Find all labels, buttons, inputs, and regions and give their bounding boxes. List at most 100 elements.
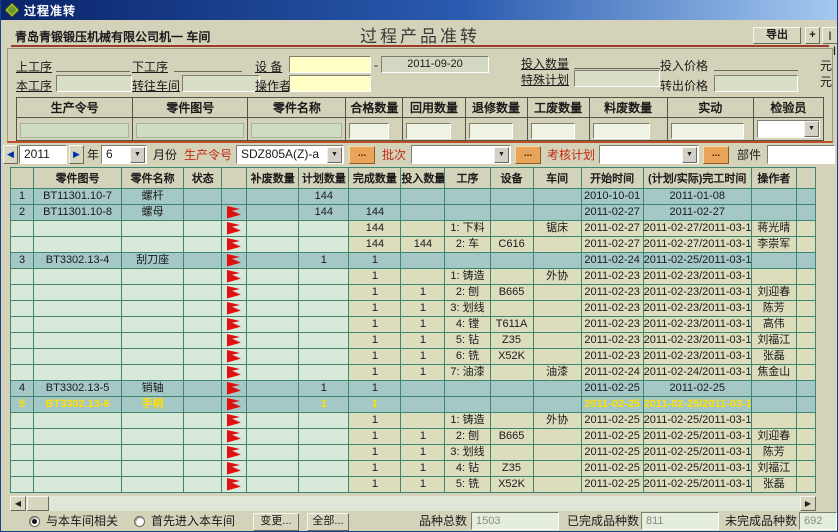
equipment-cell[interactable] xyxy=(489,412,534,429)
operator-cell[interactable]: 蒋光晴 xyxy=(750,220,797,237)
done-qty-cell[interactable] xyxy=(348,188,402,205)
table-row[interactable]: 1 1 3: 划线 2011-02-25 2011-02-25/2011-03-16 陈芳 xyxy=(9,444,817,461)
start-time-cell[interactable]: 2011-02-24 xyxy=(580,252,644,269)
workshop-cell[interactable]: 油漆 xyxy=(532,364,582,381)
workshop-cell[interactable] xyxy=(532,188,582,205)
done-qty-cell[interactable]: 1 xyxy=(348,300,402,317)
plan-qty-cell[interactable] xyxy=(298,316,350,333)
flag-cell[interactable] xyxy=(221,236,248,253)
row-num[interactable] xyxy=(9,300,35,317)
start-time-cell[interactable]: 2011-02-25 xyxy=(580,428,644,445)
done-qty-cell[interactable]: 1 xyxy=(348,460,402,477)
operator-cell[interactable] xyxy=(750,204,797,221)
part-name-cell[interactable]: 螺母 xyxy=(121,204,185,221)
part-name-cell[interactable] xyxy=(121,284,185,301)
equipment-cell[interactable] xyxy=(489,188,534,205)
makeup-qty-cell[interactable] xyxy=(246,396,300,413)
operator-cell[interactable]: 刘迎春 xyxy=(750,428,797,445)
flag-cell[interactable] xyxy=(221,396,248,413)
extra-cell[interactable] xyxy=(795,444,817,461)
finish-time-cell[interactable]: 2011-02-23/2011-03-16 xyxy=(642,316,752,333)
input-qty-cell[interactable]: 1 xyxy=(400,316,446,333)
status-cell[interactable] xyxy=(183,332,223,349)
finish-time-cell[interactable]: 2011-02-23/2011-03-16 xyxy=(642,284,752,301)
makeup-qty-cell[interactable] xyxy=(246,268,300,285)
equipment-cell[interactable]: Z35 xyxy=(489,460,534,477)
flag-cell[interactable] xyxy=(221,268,248,285)
operator-cell[interactable]: 高伟 xyxy=(750,316,797,333)
flag-cell[interactable] xyxy=(221,460,248,477)
finish-time-cell[interactable]: 2011-02-23/2011-03-16 xyxy=(642,348,752,365)
extra-cell[interactable] xyxy=(795,428,817,445)
table-row[interactable]: 1 1 5: 钻 Z35 2011-02-23 2011-02-23/2011-03-16… xyxy=(9,332,817,349)
table-row[interactable]: 1 1 6: 铣 X52K 2011-02-23 2011-02-23/2011-03-1… xyxy=(9,348,817,365)
part-no-cell[interactable] xyxy=(33,236,123,253)
part-no-cell[interactable]: BT11301.10-8 xyxy=(33,204,123,221)
scrollbar-thumb[interactable] xyxy=(27,496,49,511)
table-row[interactable]: 1 1: 铸造 外协 2011-02-23 2011-02-23/2011-03-15 xyxy=(9,268,817,285)
part-name-cell[interactable] xyxy=(121,316,185,333)
flag-cell[interactable] xyxy=(221,428,248,445)
operator-cell[interactable] xyxy=(750,188,797,205)
order-combo[interactable]: SDZ805A(Z)-a ▼ xyxy=(236,145,344,164)
status-cell[interactable] xyxy=(183,316,223,333)
part-name-cell[interactable]: 手柄 xyxy=(121,396,185,413)
operator-cell[interactable] xyxy=(750,412,797,429)
expand-button[interactable]: + xyxy=(805,27,820,44)
workshop-cell[interactable] xyxy=(532,380,582,397)
material-scrap-qty-input[interactable] xyxy=(592,122,650,139)
part-no-cell[interactable] xyxy=(33,460,123,477)
plan-qty-cell[interactable] xyxy=(298,284,350,301)
plan-qty-cell[interactable]: 144 xyxy=(298,204,350,221)
finish-time-cell[interactable]: 2011-02-25/2011-03-16 xyxy=(642,396,752,413)
input-qty-cell[interactable] xyxy=(400,380,446,397)
scroll-right-icon[interactable]: ▶ xyxy=(800,496,816,511)
input-qty-cell[interactable] xyxy=(400,268,446,285)
extra-cell[interactable] xyxy=(795,476,817,493)
operator-input[interactable] xyxy=(289,75,371,92)
flag-cell[interactable] xyxy=(221,412,248,429)
assess-more-button[interactable]: ... xyxy=(703,146,729,164)
chevron-down-icon[interactable]: ▼ xyxy=(327,147,342,163)
makeup-qty-cell[interactable] xyxy=(246,460,300,477)
process-cell[interactable] xyxy=(444,396,491,413)
table-row[interactable]: 1 BT11301.10-7 螺杆 144 2010-10-01 2011-01-08 xyxy=(9,188,817,205)
done-qty-cell[interactable]: 1 xyxy=(348,252,402,269)
start-time-cell[interactable]: 2011-02-25 xyxy=(580,380,644,397)
done-qty-cell[interactable]: 144 xyxy=(348,204,402,221)
chevron-down-icon[interactable]: ▼ xyxy=(494,147,509,163)
part-no-cell[interactable]: BT3302.13-6 xyxy=(33,396,123,413)
makeup-qty-cell[interactable] xyxy=(246,476,300,493)
input-qty-cell[interactable]: 1 xyxy=(400,444,446,461)
status-cell[interactable] xyxy=(183,348,223,365)
finish-time-cell[interactable]: 2011-02-25/2011-03-16 xyxy=(642,428,752,445)
part-name-cell[interactable] xyxy=(121,364,185,381)
workshop-cell[interactable] xyxy=(532,396,582,413)
equipment-cell[interactable]: Z35 xyxy=(489,332,534,349)
process-cell[interactable]: 1: 铸造 xyxy=(444,412,491,429)
part-no-cell[interactable]: BT3302.13-4 xyxy=(33,252,123,269)
equipment-input[interactable] xyxy=(289,56,371,73)
extra-cell[interactable] xyxy=(795,348,817,365)
row-num[interactable] xyxy=(9,444,35,461)
table-row[interactable]: 1 1 2: 刨 B665 2011-02-25 2011-02-25/2011-03-1… xyxy=(9,428,817,445)
finish-time-cell[interactable]: 2011-02-23/2011-03-16 xyxy=(642,332,752,349)
makeup-qty-cell[interactable] xyxy=(246,316,300,333)
part-no-cell[interactable]: BT11301.10-7 xyxy=(33,188,123,205)
row-num[interactable] xyxy=(9,236,35,253)
extra-cell[interactable] xyxy=(795,332,817,349)
part-no-cell[interactable] xyxy=(33,364,123,381)
work-scrap-qty-input[interactable] xyxy=(530,122,575,139)
flag-cell[interactable] xyxy=(221,204,248,221)
equipment-cell[interactable] xyxy=(489,220,534,237)
change-button[interactable]: 变更... xyxy=(253,513,299,531)
horizontal-scrollbar[interactable]: ◀ ▶ xyxy=(10,496,816,511)
table-row[interactable]: 1 1 4: 钻 Z35 2011-02-25 2011-02-25/2011-03-16… xyxy=(9,460,817,477)
part-name-cell[interactable] xyxy=(121,460,185,477)
part-no-cell[interactable] xyxy=(33,284,123,301)
makeup-qty-cell[interactable] xyxy=(246,220,300,237)
makeup-qty-cell[interactable] xyxy=(246,348,300,365)
extra-cell[interactable] xyxy=(795,412,817,429)
equipment-cell[interactable] xyxy=(489,204,534,221)
operator-cell[interactable]: 陈芳 xyxy=(750,300,797,317)
